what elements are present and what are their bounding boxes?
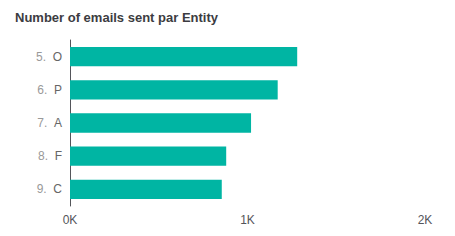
svg-text:7.: 7. xyxy=(37,116,47,130)
svg-text:9.: 9. xyxy=(37,182,47,196)
svg-text:Number of emails sent par Enti: Number of emails sent par Entity xyxy=(15,10,219,25)
svg-text:F: F xyxy=(55,149,62,163)
svg-text:8.: 8. xyxy=(38,149,48,163)
svg-text:5.: 5. xyxy=(36,50,46,64)
svg-text:O: O xyxy=(53,50,62,64)
svg-text:6.: 6. xyxy=(37,83,47,97)
svg-text:1K: 1K xyxy=(240,213,255,227)
svg-text:C: C xyxy=(53,182,62,196)
svg-text:2K: 2K xyxy=(418,213,433,227)
svg-text:0K: 0K xyxy=(63,213,78,227)
svg-text:A: A xyxy=(54,116,62,130)
svg-text:P: P xyxy=(54,83,62,97)
